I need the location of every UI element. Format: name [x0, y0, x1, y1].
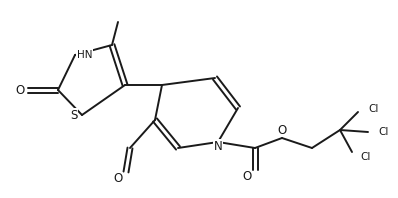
Text: O: O	[16, 84, 25, 96]
Text: O: O	[113, 172, 123, 186]
Text: Cl: Cl	[360, 152, 371, 162]
Text: Cl: Cl	[378, 127, 388, 137]
Text: N: N	[214, 140, 222, 152]
Text: Cl: Cl	[368, 104, 378, 114]
Text: O: O	[242, 170, 252, 184]
Text: S: S	[70, 109, 78, 122]
Text: HN: HN	[77, 50, 92, 60]
Text: O: O	[277, 124, 287, 136]
